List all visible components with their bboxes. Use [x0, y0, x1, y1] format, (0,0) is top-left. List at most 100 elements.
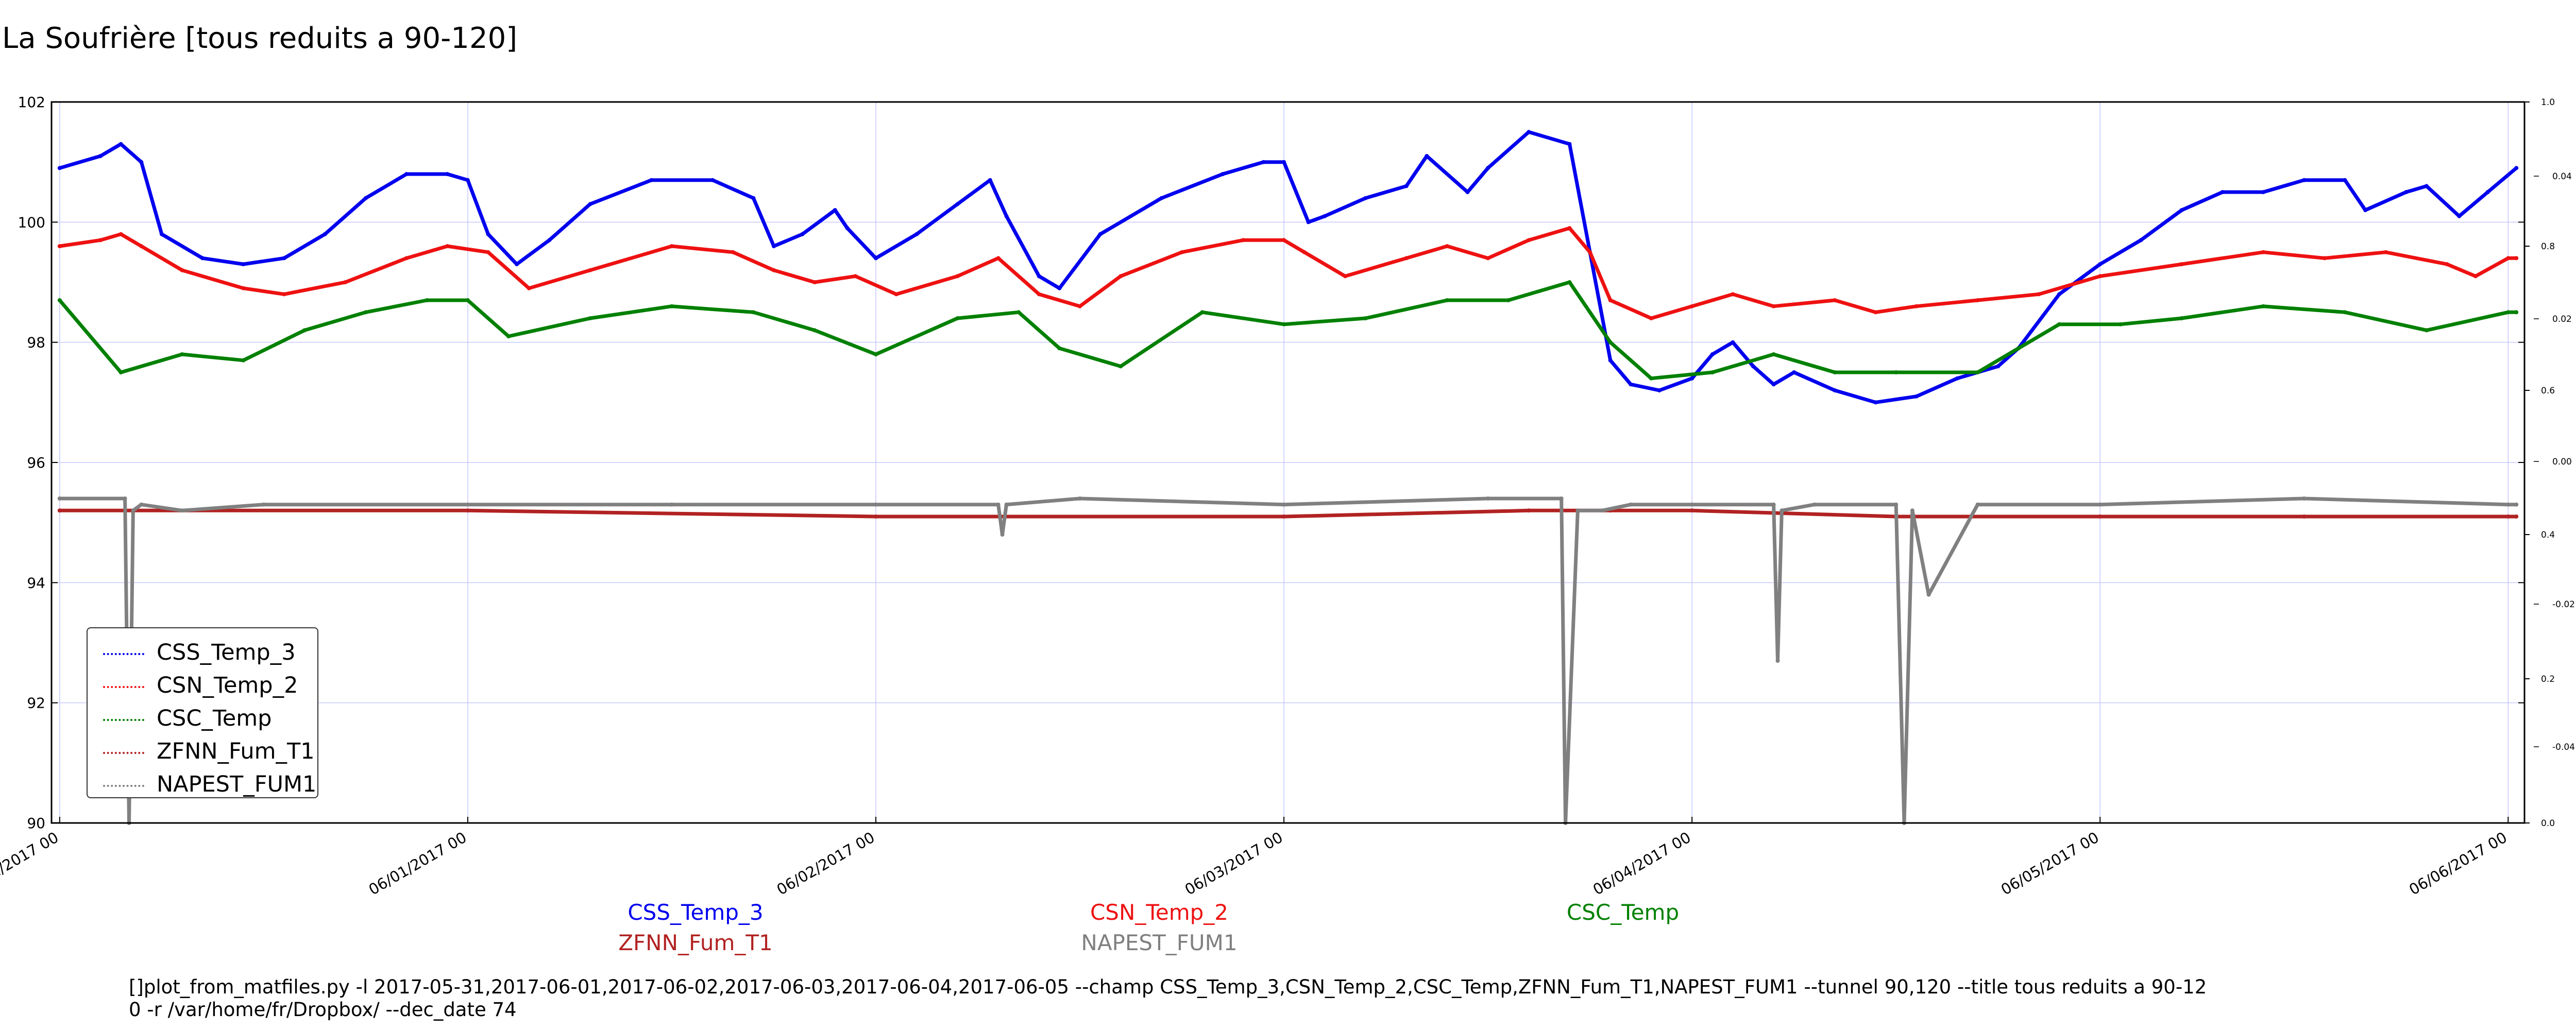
legend-swatch — [103, 719, 144, 721]
series-napest-fum1 — [57, 496, 2519, 825]
data-point-zfnn-fum-t1 — [2506, 514, 2511, 519]
data-point-css-temp-3 — [772, 244, 776, 248]
data-point-csc-temp — [1833, 370, 1837, 374]
data-point-napest-fum1 — [57, 496, 62, 501]
data-point-css-temp-3 — [914, 232, 919, 236]
data-point-napest-fum1 — [1600, 508, 1604, 513]
data-point-napest-fum1 — [1926, 592, 1931, 597]
legend-label: NAPEST_FUM1 — [157, 771, 317, 797]
data-point-css-temp-3 — [1037, 274, 1041, 279]
data-point-csn-temp-2 — [1404, 256, 1409, 261]
data-point-css-temp-3 — [1690, 376, 1694, 381]
data-point-csn-temp-2 — [2261, 250, 2266, 254]
data-point-css-temp-3 — [874, 256, 878, 261]
data-point-csn-temp-2 — [1241, 238, 1245, 243]
data-point-csn-temp-2 — [2179, 262, 2184, 266]
data-point-css-temp-3 — [1527, 130, 1531, 134]
data-point-css-temp-3 — [445, 172, 450, 176]
data-point-csc-temp — [2424, 328, 2429, 333]
y-tick-label: 102 — [18, 94, 45, 111]
data-point-csc-temp — [1200, 310, 1205, 315]
data-point-css-temp-3 — [1567, 142, 1572, 146]
data-point-css-temp-3 — [800, 232, 805, 236]
legend-label: CSN_Temp_2 — [157, 673, 298, 698]
legend-swatch — [103, 653, 144, 655]
data-point-csc-temp — [2118, 322, 2123, 327]
data-point-csn-temp-2 — [2445, 262, 2449, 266]
legend-entry-csn-temp-2: CSN_Temp_2 — [100, 671, 316, 703]
data-point-csc-temp — [1894, 370, 1899, 374]
data-point-csc-temp — [1282, 322, 1286, 327]
data-point-csn-temp-2 — [1445, 244, 1449, 248]
legend-entry-zfnn-fum-t1: ZFNN_Fum_T1 — [100, 736, 316, 769]
data-point-css-temp-3 — [1629, 382, 1633, 387]
data-point-csn-temp-2 — [1731, 292, 1735, 297]
data-point-csc-temp — [465, 298, 470, 302]
data-point-css-temp-3 — [57, 166, 62, 170]
data-point-css-temp-3 — [845, 226, 850, 230]
data-point-csc-temp — [812, 328, 817, 333]
data-point-csn-temp-2 — [2037, 292, 2041, 297]
data-point-csc-temp — [2506, 310, 2511, 315]
data-point-csc-temp — [751, 310, 756, 315]
data-point-css-temp-3 — [1955, 376, 1959, 381]
axes: 90 92 94 96 98 100 102 05/31/2017 00 06/01/2017 … — [0, 94, 2575, 899]
legend-entry-csc-temp: CSC_Temp — [100, 703, 316, 736]
data-point-csc-temp — [874, 352, 878, 356]
data-point-zfnn-fum-t1 — [1527, 508, 1531, 513]
data-point-css-temp-3 — [200, 256, 205, 261]
data-point-napest-fum1 — [1975, 502, 1980, 507]
data-point-css-temp-3 — [282, 256, 286, 261]
data-point-css-temp-3 — [1833, 388, 1837, 392]
data-point-css-temp-3 — [2220, 190, 2225, 194]
data-point-csn-temp-2 — [1649, 316, 1653, 320]
data-point-css-temp-3 — [1363, 196, 1368, 200]
data-point-csc-temp — [2343, 310, 2347, 315]
data-point-css-temp-3 — [241, 262, 246, 266]
y-tick-label: 94 — [27, 574, 45, 591]
data-point-napest-fum1 — [874, 502, 878, 507]
data-point-css-temp-3 — [139, 160, 144, 164]
data-point-csn-temp-2 — [2514, 256, 2519, 261]
data-point-csn-temp-2 — [1078, 304, 1082, 308]
x-tick-label: 06/04/2017 00 — [1590, 829, 1694, 899]
data-point-css-temp-3 — [363, 196, 368, 200]
data-point-css-temp-3 — [1771, 382, 1776, 387]
data-point-napest-fum1 — [1000, 533, 1005, 537]
data-point-csc-temp — [1506, 298, 1511, 302]
data-point-csn-temp-2 — [180, 268, 184, 272]
data-point-css-temp-3 — [1404, 184, 1409, 188]
data-point-napest-fum1 — [1486, 496, 1490, 501]
data-point-css-temp-3 — [1323, 214, 1327, 218]
data-point-css-temp-3 — [1996, 364, 2001, 369]
data-point-css-temp-3 — [751, 196, 756, 200]
right-inner-tick-label: 0.00 — [2552, 457, 2572, 467]
data-point-csn-temp-2 — [1180, 250, 1184, 254]
data-point-csc-temp — [1363, 316, 1368, 320]
y-tick-label: 96 — [27, 454, 45, 471]
data-point-csn-temp-2 — [57, 244, 62, 248]
data-point-css-temp-3 — [1657, 388, 1662, 392]
data-point-napest-fum1 — [1812, 502, 1817, 507]
data-point-napest-fum1 — [180, 508, 184, 513]
legend-swatch — [103, 785, 144, 787]
data-point-csn-temp-2 — [527, 286, 531, 290]
data-point-zfnn-fum-t1 — [1282, 514, 1286, 519]
data-point-napest-fum1 — [1282, 502, 1286, 507]
data-point-csc-temp — [302, 328, 307, 333]
data-point-csn-temp-2 — [1690, 304, 1694, 308]
right-inner-tick-label: -0.04 — [2552, 742, 2575, 752]
data-point-css-temp-3 — [515, 262, 519, 266]
data-point-css-temp-3 — [2514, 166, 2519, 170]
command-line-1: []plot_from_matfiles.py -l 2017-05-31,20… — [129, 976, 2207, 998]
data-point-csc-temp — [1975, 370, 1980, 374]
data-point-csc-temp — [588, 316, 592, 320]
series-line-zfnn-fum-t1 — [59, 508, 2517, 519]
data-point-css-temp-3 — [486, 232, 490, 236]
data-point-csn-temp-2 — [772, 268, 776, 272]
data-point-napest-fum1 — [1559, 496, 1564, 501]
legend-label: CSC_Temp — [157, 706, 272, 731]
data-point-napest-fum1 — [1775, 659, 1780, 663]
data-point-csn-temp-2 — [894, 292, 899, 297]
data-point-napest-fum1 — [465, 502, 470, 507]
